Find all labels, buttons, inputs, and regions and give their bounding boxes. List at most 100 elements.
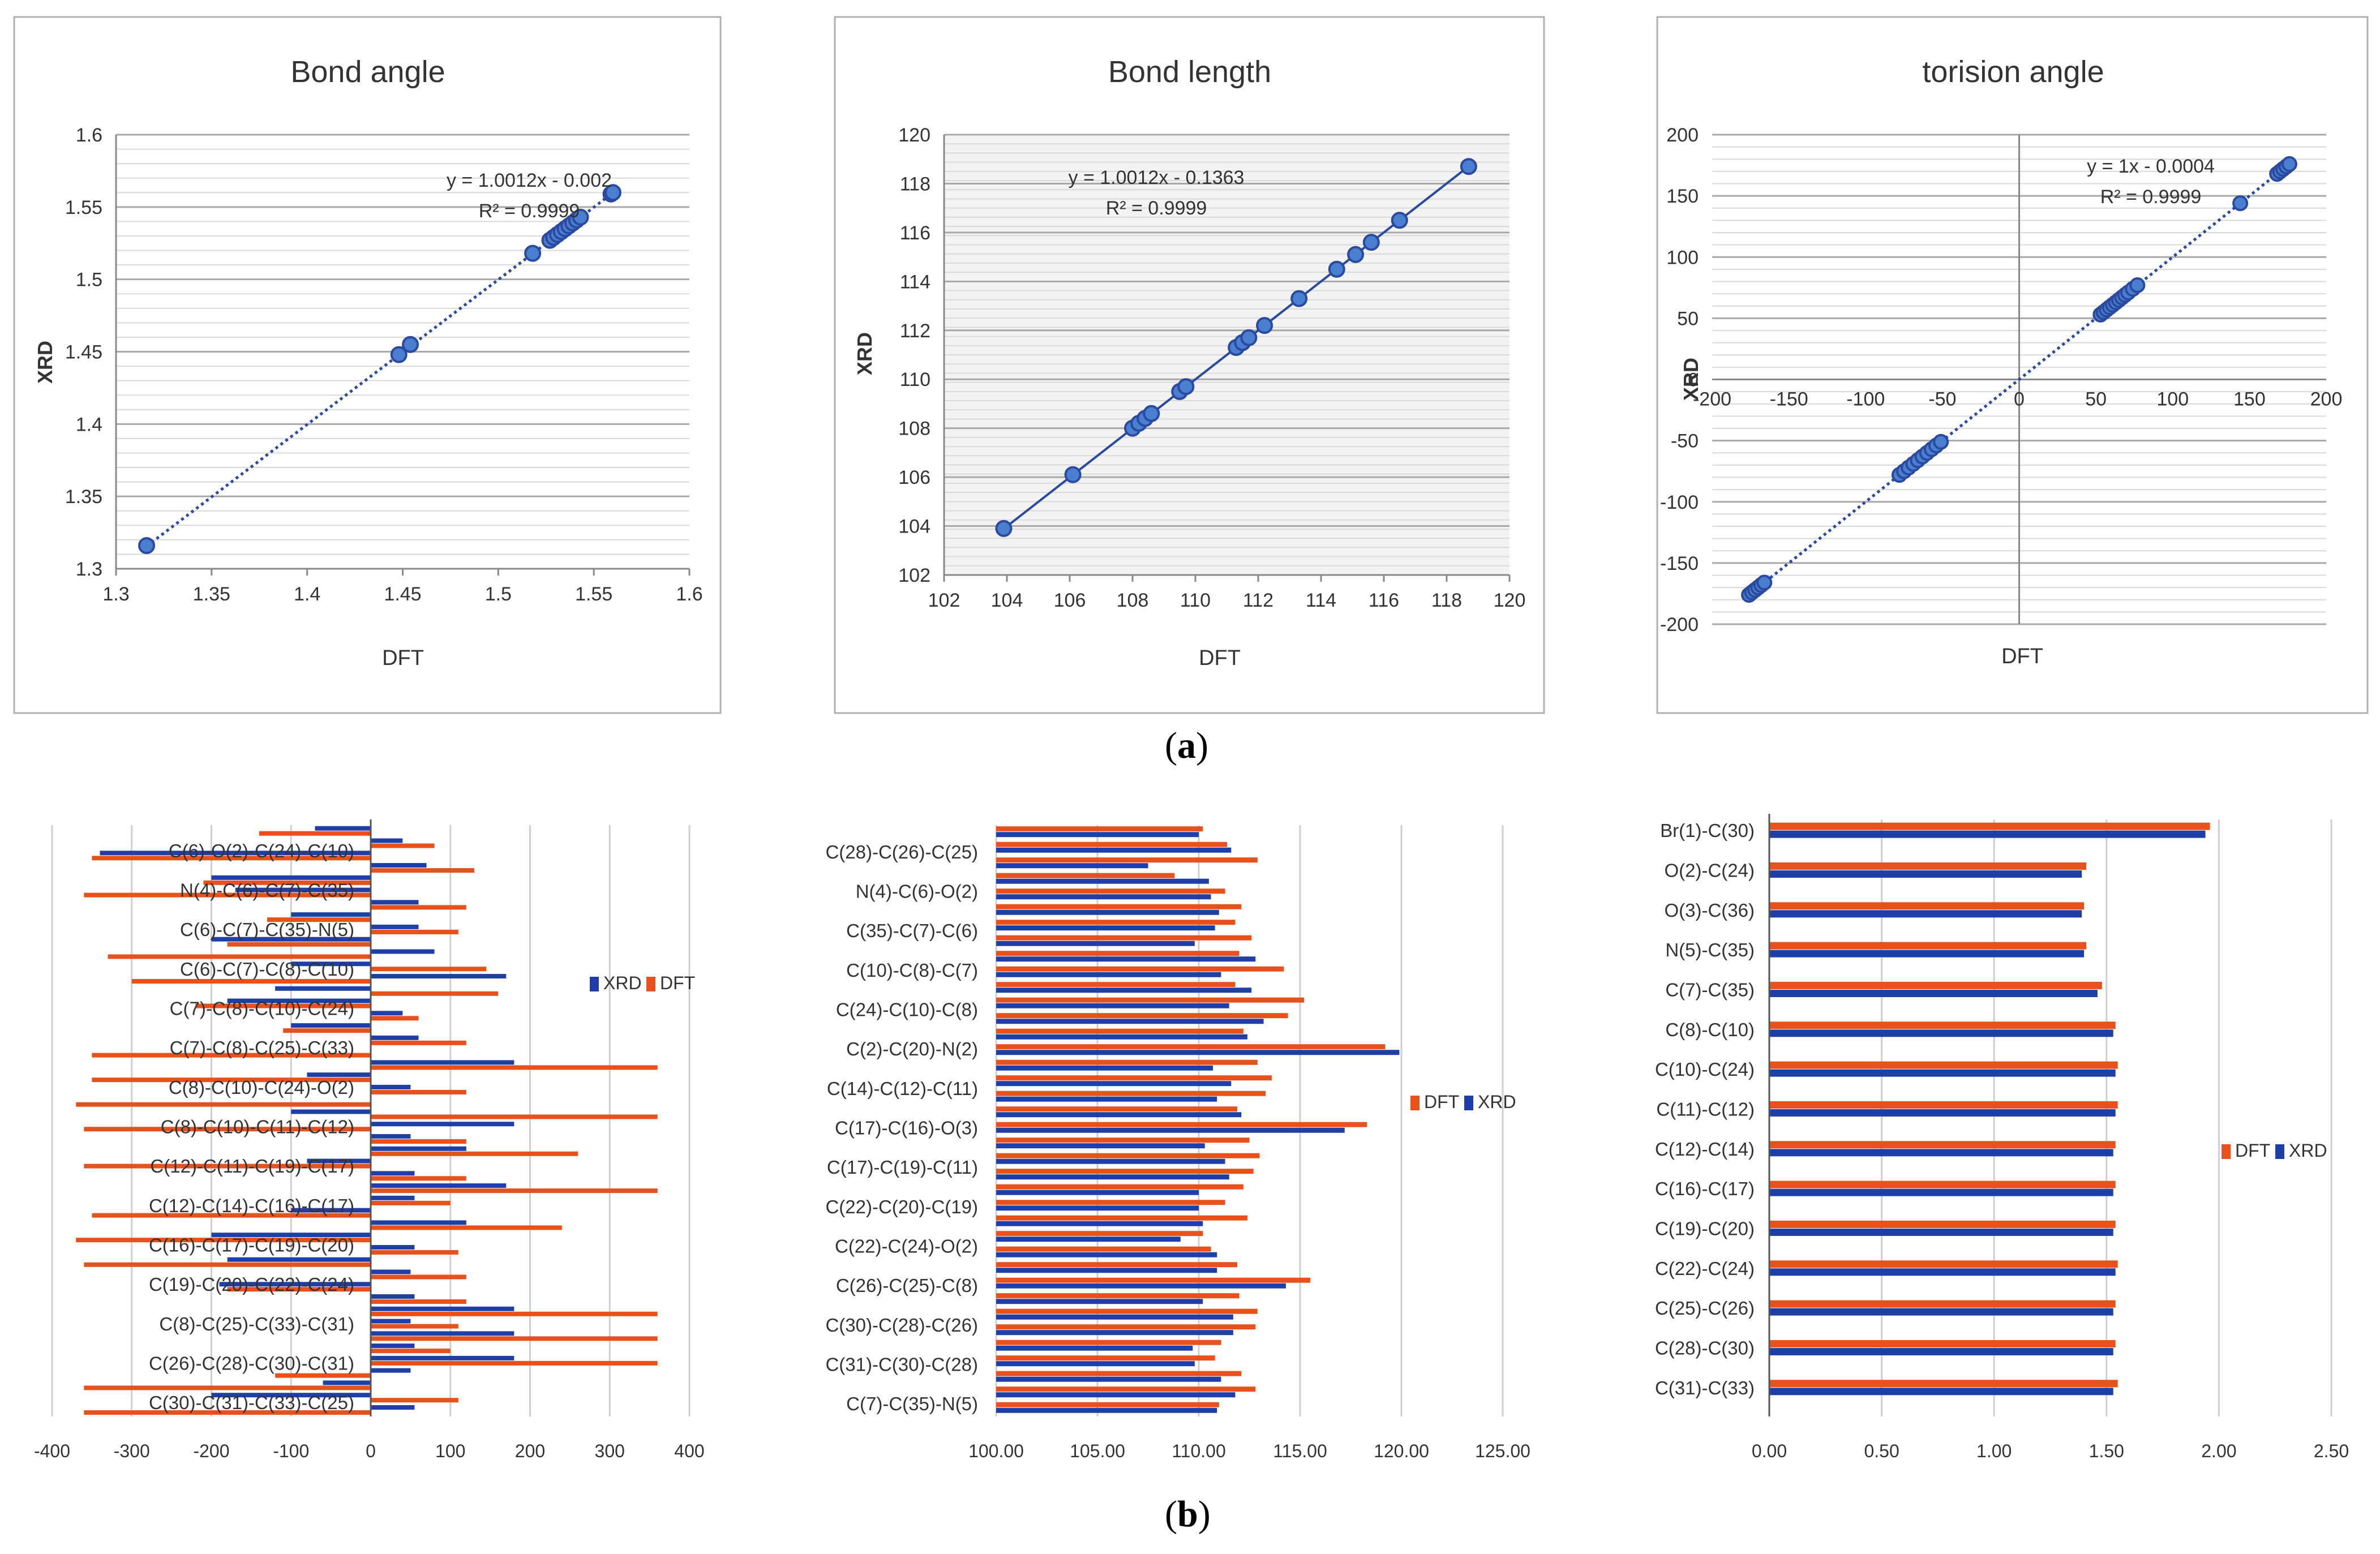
y-tick-label: 200 [1666,125,1699,146]
y-tick-label: 0 [1688,370,1699,391]
data-point [1347,246,1365,263]
category-label: C(6)-O(2)-C(24)-C(10) [169,840,354,861]
trend-equation: y = 1x - 0.0004 [2087,156,2215,177]
xrd-bar [307,1158,371,1164]
xrd-bar [996,1205,1199,1211]
xrd-bar [371,1084,411,1089]
panel-b-caption: (b) [1165,1493,1211,1535]
data-point [2129,277,2146,293]
xrd-bar [371,900,419,905]
x-tick-label: 108 [1117,590,1149,611]
xrd-bar [291,1109,371,1114]
dft-bar [996,1262,1238,1268]
y-tick-label: -150 [1660,553,1699,574]
dft-bar [996,1200,1225,1205]
legend-label-xrd: XRD [2289,1140,2327,1161]
dft-bar [371,1336,658,1341]
xrd-bar [1769,1228,2113,1236]
xrd-bar [371,1146,466,1151]
bond-angle-bars: 100.00 105.00 110.00 115.00 120.00 125.00 C(28… [825,825,1530,1461]
panel-a-caption: (a) [1165,725,1208,766]
xrd-bar [996,1081,1232,1087]
dft-bar [996,1371,1242,1376]
xrd-bar [211,875,371,880]
bond-length-bars: 0.00 0.50 1.00 1.50 2.00 2.50 Br(1)-C(30) O(2)-… [1655,814,2349,1461]
y-tick-label: 104 [898,516,930,538]
category-label: C(11)-C(12) [1656,1099,1755,1120]
y-tick-label: -50 [1671,431,1699,452]
dft-bar [996,873,1175,878]
dft-bar [371,905,466,910]
dft-bar [371,1250,458,1255]
category-label: C(17)-C(16)-O(3) [835,1118,978,1139]
dft-bar [76,1238,371,1243]
dft-bar [371,1349,451,1354]
y-tick-label: 120 [898,125,930,146]
x-tick-label: 112 [1243,590,1273,611]
dft-bar [996,1277,1310,1283]
dft-bar [996,920,1236,925]
y-tick-label: 1.5 [76,269,102,291]
y-tick-label: 106 [898,467,930,488]
xrd-bar [315,826,371,831]
xrd-bar [1769,1109,2116,1117]
data-point [1143,405,1160,422]
dft-bar [996,1013,1288,1019]
dft-bar [1769,862,2087,870]
xrd-bar [211,937,371,942]
y-axis-label: XRD [1679,358,1703,401]
dft-bar [996,1106,1238,1112]
xrd-bar [1769,1069,2116,1077]
category-label: C(7)-C(35)-N(5) [846,1393,978,1414]
xrd-bar [371,838,403,843]
dft-bar [371,1311,658,1316]
category-label: C(25)-C(26) [1655,1298,1755,1319]
dft-bar [283,1028,371,1033]
xrd-bar [371,1171,415,1176]
data-point [1756,574,1773,591]
xrd-bar [1769,1388,2113,1396]
data-point [572,208,589,226]
chart-title: Bond length [1108,55,1271,89]
category-label: C(6)-C(7)-C(8)-C(10) [180,959,354,980]
data-point [524,244,542,262]
xrd-bar [291,1208,371,1213]
category-label: C(12)-C(14) [1655,1139,1755,1160]
xrd-bar [1769,830,2206,838]
dft-bar [371,1274,466,1280]
xrd-bar [996,1392,1236,1398]
data-point [2232,195,2249,212]
category-label: C(30)-C(31)-C(33)-C(25) [149,1392,354,1413]
dft-bar [996,951,1240,956]
x-tick-label: -50 [1928,389,1956,410]
dft-bar [84,1262,371,1267]
xrd-bar [996,1283,1286,1289]
x-tick-label: 102 [928,590,960,611]
xrd-bar [996,1376,1221,1382]
dft-bar [1769,1340,2116,1347]
data-point [390,346,408,363]
category-label: C(26)-C(28)-C(30)-C(31) [149,1353,354,1374]
xrd-bar [371,1319,411,1324]
dft-bar [996,842,1228,847]
xrd-bar [996,1252,1217,1257]
y-tick-label: 1.55 [65,197,102,218]
legend-swatch-xrd [1464,1096,1473,1110]
dft-bar [996,904,1242,909]
xrd-bar [996,941,1195,946]
x-tick-label: 100 [2156,389,2189,410]
dft-bar [1769,981,2102,989]
x-tick-label: -150 [1770,389,1808,410]
data-point [1290,290,1308,307]
data-point [402,336,419,353]
y-tick-label: -100 [1660,492,1699,513]
xrd-bar [371,1405,415,1410]
data-point [2281,156,2297,172]
dft-bar [371,929,458,934]
xrd-bar [1769,1149,2113,1157]
dft-bar [1769,1021,2116,1029]
y-axis-label: XRD [853,332,876,375]
xrd-bar [307,1072,371,1078]
category-label: C(19)-C(20) [1655,1218,1755,1239]
